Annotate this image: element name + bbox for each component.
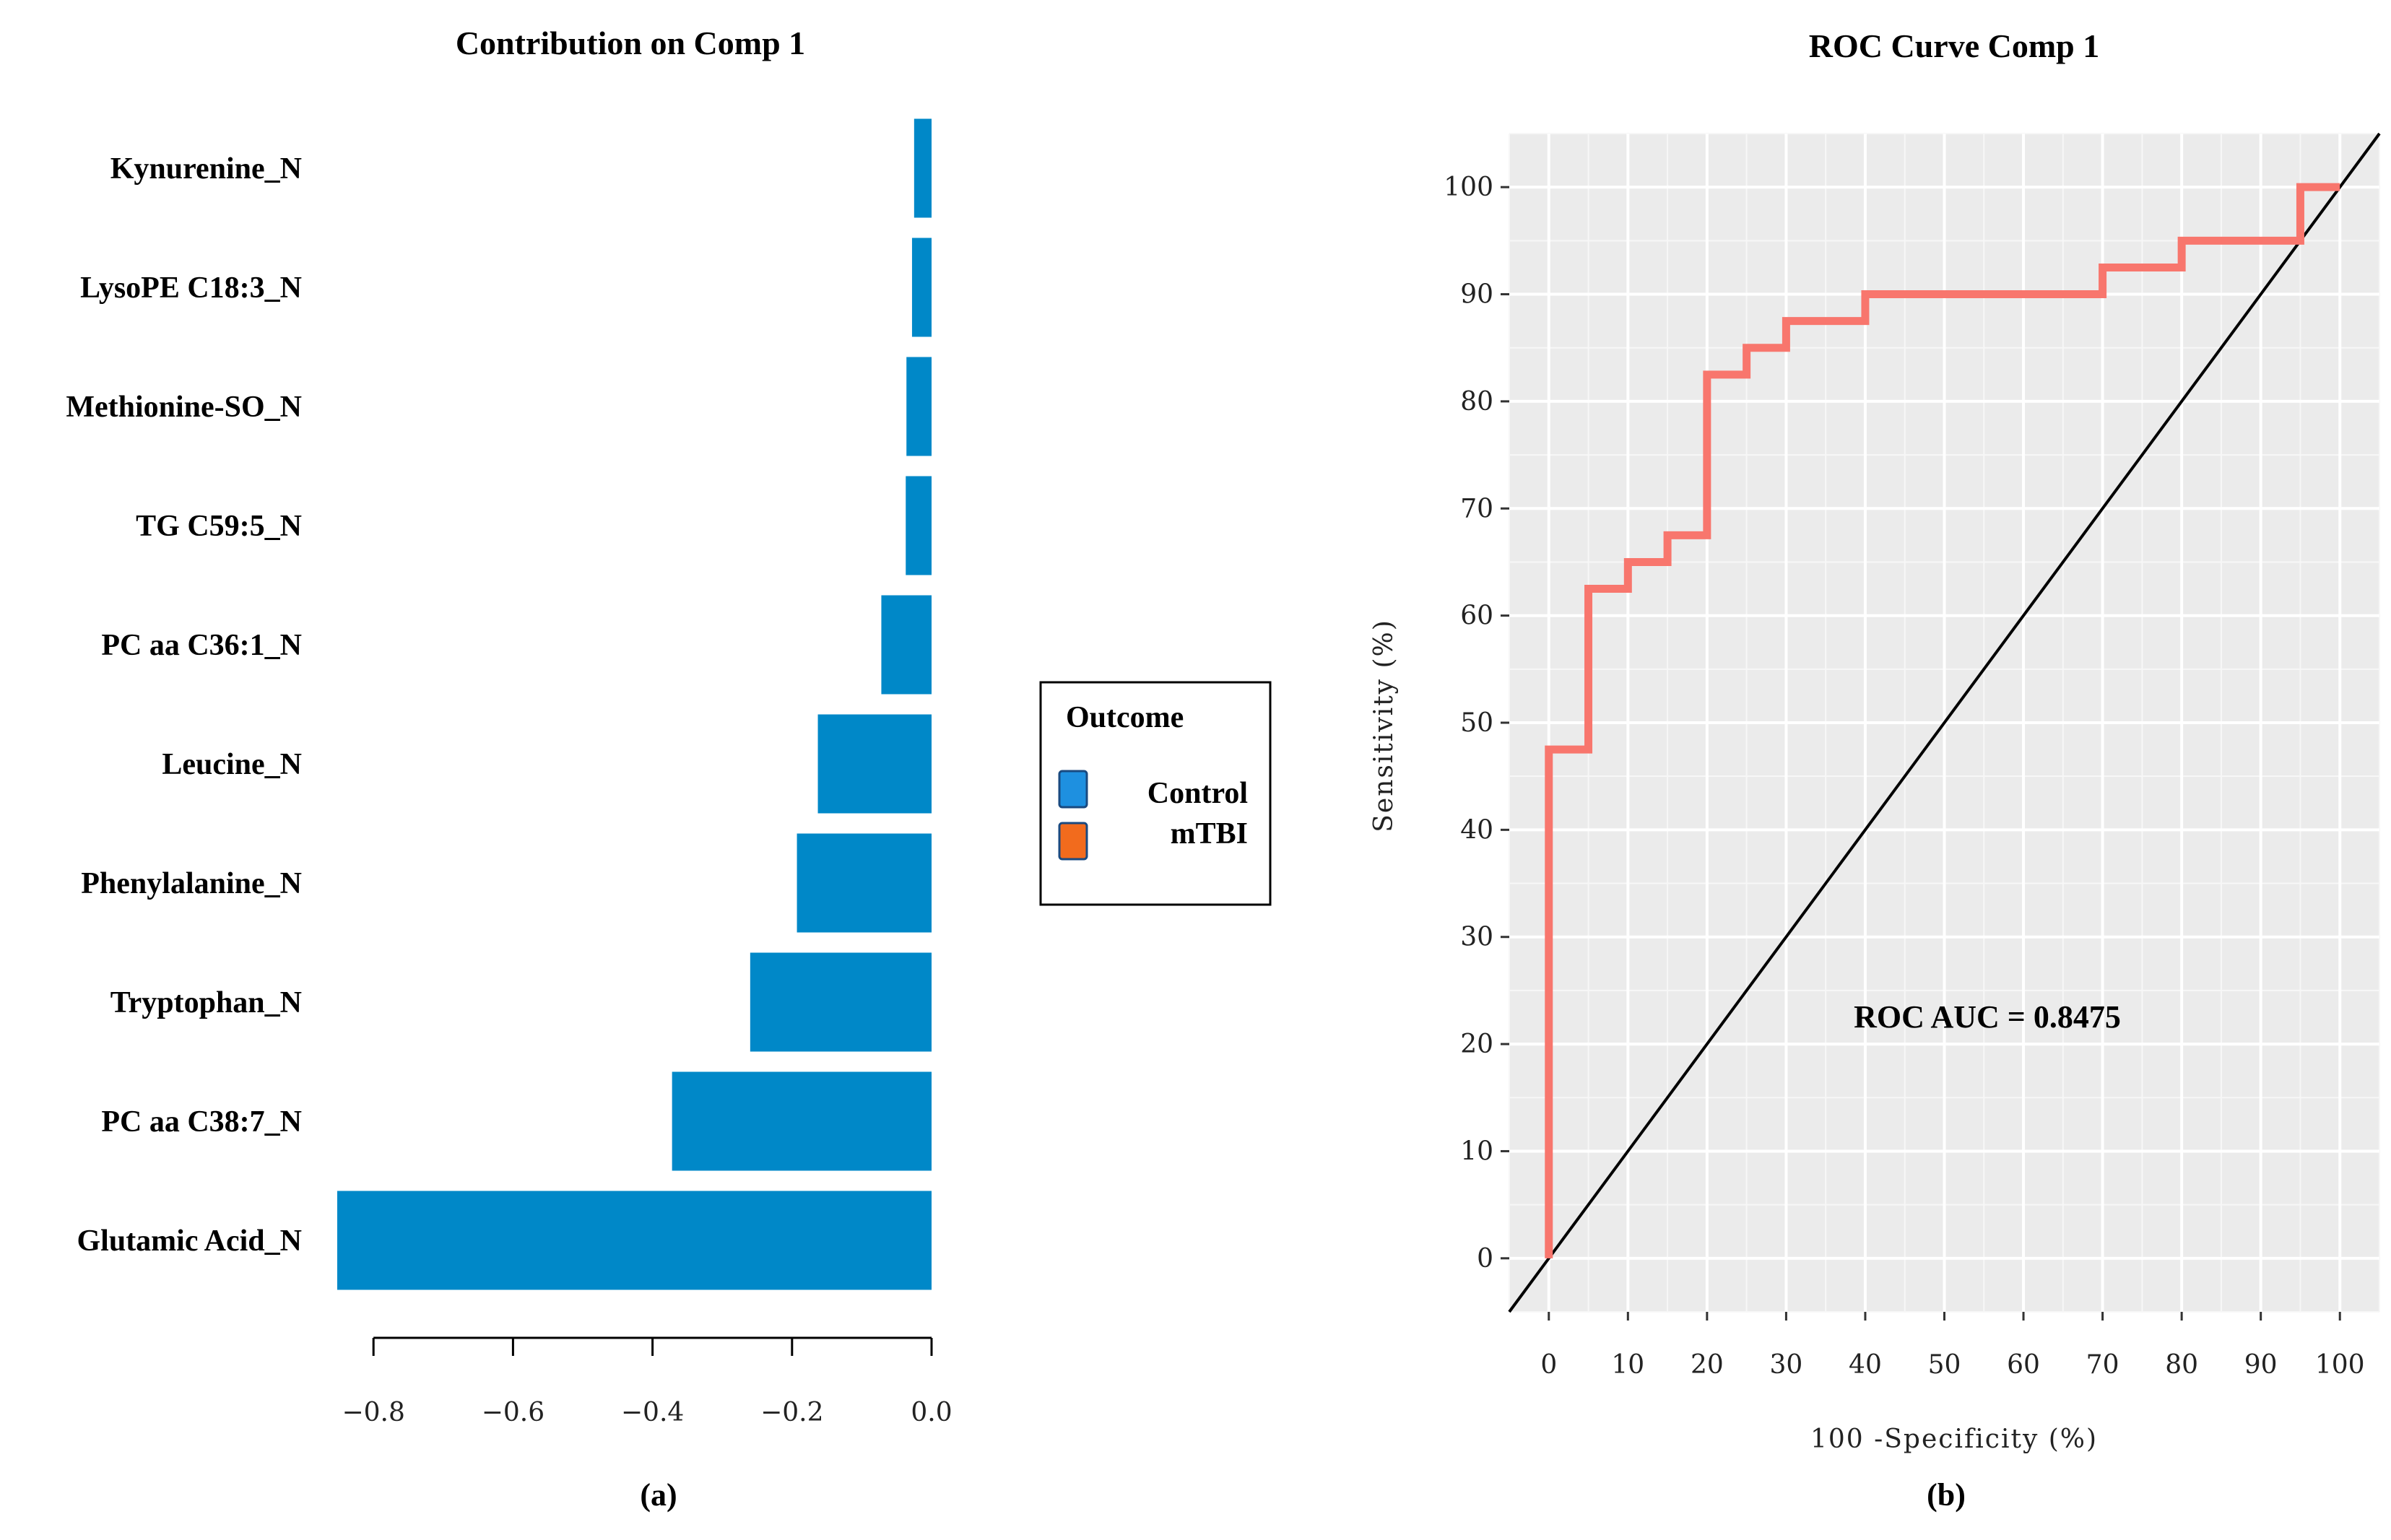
bar: [906, 357, 932, 456]
roc-series-group: [1508, 132, 2381, 1313]
panel-label-b: (b): [1927, 1477, 1966, 1513]
bar: [817, 714, 932, 814]
bar-x-axis: −0.8 −0.6 −0.4 −0.2 0.0: [342, 1336, 953, 1427]
category-label: Phenylalanine_N: [81, 867, 302, 900]
category-label: LysoPE C18:3_N: [80, 271, 302, 305]
bar: [672, 1071, 932, 1171]
roc-curve-line: [1545, 183, 2340, 1258]
x-tick-label: −0.2: [760, 1398, 823, 1427]
bar: [797, 833, 932, 933]
x-tick-label: 90: [2244, 1350, 2278, 1380]
panel-label-a: (a): [640, 1477, 677, 1513]
x-tick-label: 40: [1849, 1350, 1882, 1380]
legend: Outcome Control mTBI: [1039, 681, 1272, 906]
y-tick-label: 30: [1460, 923, 1493, 952]
y-tick-label: 60: [1460, 601, 1493, 631]
category-label: Kynurenine_N: [110, 152, 302, 186]
roc-axes: 0 10 20 30 40 50 60 70 80 90 100 0 10 20 30 40 50 60 70 80 9…: [1444, 173, 2364, 1380]
legend-label-mtbi: mTBI: [1171, 817, 1248, 851]
category-label: PC aa C36:1_N: [101, 629, 302, 662]
x-tick-label: −0.6: [482, 1398, 544, 1427]
y-tick-label: 100: [1444, 173, 1493, 202]
y-tick-label: 90: [1460, 280, 1493, 310]
roc-chart-panel: ROC Curve Comp 1 01020304050607080901000…: [1369, 27, 2381, 1513]
bar-group: [337, 118, 932, 1290]
bar: [750, 952, 932, 1052]
roc-y-axis-title: Sensitivity (%): [1369, 619, 1399, 832]
bar-chart-title: Contribution on Comp 1: [456, 25, 805, 61]
bar: [911, 238, 932, 337]
category-label: Methionine-SO_N: [66, 391, 302, 424]
y-tick-label: 0: [1477, 1244, 1493, 1274]
category-label: TG C59:5_N: [136, 510, 302, 543]
category-label: PC aa C38:7_N: [101, 1105, 302, 1139]
y-tick-label: 70: [1460, 494, 1493, 523]
roc-auc-annotation: ROC AUC = 0.8475: [1854, 999, 2121, 1035]
bar-chart-panel: Contribution on Comp 1 Kynurenine_N LysoP…: [66, 25, 952, 1513]
category-label: Tryptophan_N: [110, 986, 302, 1019]
y-tick-label: 10: [1460, 1136, 1493, 1166]
legend-swatch-mtbi: [1058, 822, 1088, 861]
category-label-group: Kynurenine_N LysoPE C18:3_N Methionine-SO_…: [66, 152, 302, 1258]
bar: [337, 1191, 932, 1290]
x-tick-label: −0.8: [342, 1398, 404, 1427]
x-tick-label: 0: [1540, 1350, 1557, 1380]
x-tick-label: 60: [2007, 1350, 2040, 1380]
x-tick-label: 20: [1691, 1350, 1724, 1380]
y-tick-label: 40: [1460, 815, 1493, 845]
x-tick-label: 80: [2165, 1350, 2198, 1380]
roc-x-axis-title: 100 -Specificity (%): [1810, 1424, 2098, 1454]
x-tick-label: −0.4: [621, 1398, 684, 1427]
legend-title: Outcome: [1066, 701, 1184, 734]
x-tick-label: 0.0: [911, 1398, 952, 1427]
y-tick-label: 80: [1460, 387, 1493, 417]
bar: [881, 595, 932, 695]
bar: [914, 118, 932, 218]
x-tick-label: 30: [1770, 1350, 1803, 1380]
category-label: Leucine_N: [162, 748, 302, 781]
diagonal-reference-line: [1508, 132, 2381, 1313]
legend-swatch-control: [1058, 770, 1088, 809]
roc-chart-title: ROC Curve Comp 1: [1809, 27, 2099, 64]
x-tick-label: 10: [1611, 1350, 1644, 1380]
x-tick-label: 70: [2086, 1350, 2119, 1380]
category-label: Glutamic Acid_N: [77, 1224, 303, 1258]
y-tick-label: 20: [1460, 1030, 1493, 1059]
x-tick-label: 100: [2315, 1350, 2365, 1380]
x-tick-label: 50: [1928, 1350, 1961, 1380]
y-tick-label: 50: [1460, 708, 1493, 738]
legend-label-control: Control: [1147, 777, 1248, 810]
bar: [906, 476, 932, 575]
